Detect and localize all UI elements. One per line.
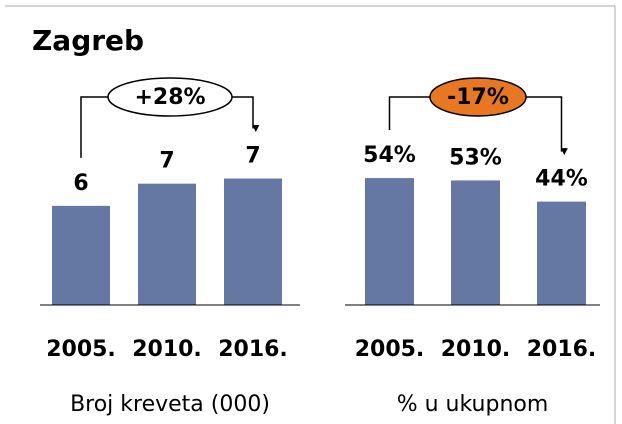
bar	[138, 183, 196, 305]
x-tick-label: 2005.	[46, 337, 116, 362]
page-title: Zagreb	[32, 24, 144, 57]
data-label: 54%	[363, 143, 416, 168]
bar	[224, 178, 282, 305]
annotation: -17%	[447, 85, 509, 110]
data-label: 44%	[535, 167, 588, 192]
x-tick-label: 2005.	[355, 337, 425, 362]
frame	[5, 5, 616, 424]
annotation: +28%	[134, 85, 205, 110]
x-tick-label: 2010.	[441, 337, 511, 362]
arrow	[526, 96, 568, 156]
annotation-badge	[429, 77, 527, 117]
data-label: 53%	[449, 145, 502, 170]
bar	[52, 205, 110, 305]
bar	[537, 201, 586, 305]
x-tick-label: 2016.	[218, 337, 288, 362]
bar	[365, 178, 414, 305]
x-tick-label: 2016.	[527, 337, 597, 362]
arrow	[232, 96, 260, 133]
x-axis-label: Broj kreveta (000)	[70, 392, 270, 417]
bracket	[80, 96, 108, 158]
annotation-badge	[107, 77, 233, 117]
data-label: 6	[73, 171, 88, 196]
data-label: 7	[159, 149, 174, 174]
bar	[451, 180, 500, 305]
x-tick-label: 2010.	[132, 337, 202, 362]
bracket	[388, 96, 430, 131]
x-axis-label: % u ukupnom	[397, 392, 549, 417]
data-label: 7	[245, 144, 260, 169]
